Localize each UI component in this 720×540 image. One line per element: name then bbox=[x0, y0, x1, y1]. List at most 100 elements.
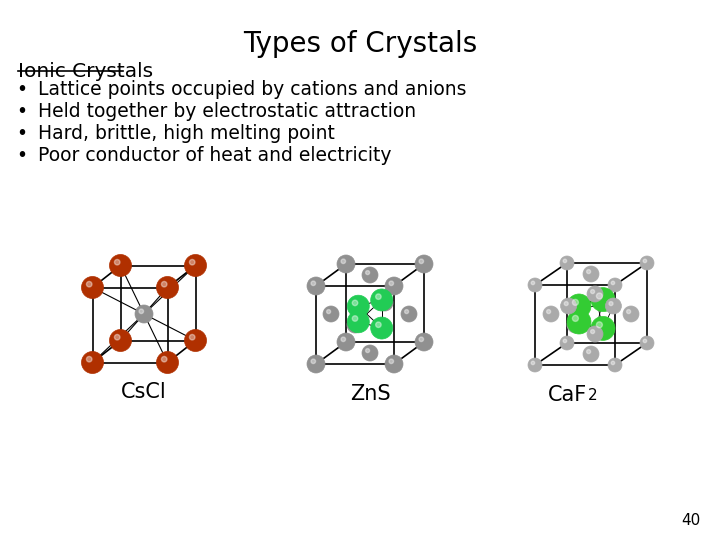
Circle shape bbox=[385, 277, 403, 295]
Circle shape bbox=[371, 317, 392, 339]
Text: •: • bbox=[17, 102, 27, 121]
Text: 2: 2 bbox=[588, 388, 598, 403]
Circle shape bbox=[352, 300, 358, 306]
Circle shape bbox=[546, 309, 551, 314]
Circle shape bbox=[347, 317, 363, 333]
Circle shape bbox=[563, 259, 567, 262]
Circle shape bbox=[567, 294, 591, 318]
Circle shape bbox=[184, 254, 207, 276]
Circle shape bbox=[609, 302, 613, 306]
Circle shape bbox=[590, 289, 595, 294]
Circle shape bbox=[109, 254, 132, 276]
Circle shape bbox=[587, 286, 603, 302]
Circle shape bbox=[583, 266, 599, 282]
Circle shape bbox=[366, 271, 369, 275]
Circle shape bbox=[643, 339, 647, 343]
Circle shape bbox=[567, 310, 591, 334]
Circle shape bbox=[531, 281, 535, 285]
Circle shape bbox=[189, 259, 195, 265]
Circle shape bbox=[531, 361, 535, 365]
Circle shape bbox=[608, 358, 622, 372]
Circle shape bbox=[114, 334, 120, 340]
Circle shape bbox=[572, 299, 578, 306]
Text: Held together by electrostatic attraction: Held together by electrostatic attractio… bbox=[38, 102, 416, 121]
Circle shape bbox=[599, 295, 615, 311]
Circle shape bbox=[596, 293, 603, 299]
Circle shape bbox=[156, 352, 179, 374]
Text: Poor conductor of heat and electricity: Poor conductor of heat and electricity bbox=[38, 146, 392, 165]
Circle shape bbox=[184, 329, 207, 352]
Circle shape bbox=[419, 337, 423, 342]
Circle shape bbox=[611, 281, 615, 285]
Circle shape bbox=[139, 309, 143, 314]
Text: Hard, brittle, high melting point: Hard, brittle, high melting point bbox=[38, 124, 335, 143]
Text: •: • bbox=[17, 80, 27, 99]
Circle shape bbox=[591, 316, 615, 340]
Circle shape bbox=[415, 255, 433, 273]
Circle shape bbox=[543, 306, 559, 322]
Circle shape bbox=[341, 259, 346, 264]
Text: CaF: CaF bbox=[548, 385, 587, 405]
Circle shape bbox=[640, 336, 654, 350]
Circle shape bbox=[351, 321, 355, 325]
Text: 40: 40 bbox=[680, 513, 700, 528]
Circle shape bbox=[603, 299, 606, 302]
Circle shape bbox=[590, 329, 595, 334]
Circle shape bbox=[362, 345, 378, 361]
Circle shape bbox=[591, 288, 615, 312]
Circle shape bbox=[389, 281, 394, 286]
Circle shape bbox=[385, 355, 403, 373]
Circle shape bbox=[81, 352, 104, 374]
Circle shape bbox=[623, 306, 639, 322]
Text: CsCl: CsCl bbox=[121, 382, 167, 402]
Circle shape bbox=[307, 277, 325, 295]
Circle shape bbox=[606, 298, 621, 314]
Text: ZnS: ZnS bbox=[350, 384, 390, 404]
Circle shape bbox=[362, 267, 378, 283]
Circle shape bbox=[337, 255, 355, 273]
Text: Types of Crystals: Types of Crystals bbox=[243, 30, 477, 58]
Circle shape bbox=[560, 256, 574, 270]
Circle shape bbox=[135, 305, 153, 323]
Circle shape bbox=[156, 276, 179, 299]
Circle shape bbox=[419, 259, 423, 264]
Circle shape bbox=[626, 309, 631, 314]
Circle shape bbox=[114, 259, 120, 265]
Circle shape bbox=[587, 326, 603, 342]
Circle shape bbox=[377, 295, 393, 311]
Circle shape bbox=[86, 281, 92, 287]
Circle shape bbox=[81, 276, 104, 299]
Circle shape bbox=[347, 295, 369, 317]
Circle shape bbox=[376, 322, 381, 327]
Text: •: • bbox=[17, 124, 27, 143]
Circle shape bbox=[567, 317, 583, 333]
Circle shape bbox=[571, 321, 575, 325]
Circle shape bbox=[389, 359, 394, 363]
Circle shape bbox=[587, 349, 590, 354]
Circle shape bbox=[572, 315, 578, 321]
Circle shape bbox=[564, 302, 568, 306]
Circle shape bbox=[596, 322, 603, 328]
Circle shape bbox=[311, 359, 315, 363]
Circle shape bbox=[327, 309, 330, 314]
Text: •: • bbox=[17, 146, 27, 165]
Circle shape bbox=[415, 333, 433, 351]
Circle shape bbox=[189, 334, 195, 340]
Circle shape bbox=[307, 355, 325, 373]
Circle shape bbox=[381, 299, 384, 302]
Circle shape bbox=[161, 281, 167, 287]
Circle shape bbox=[528, 358, 542, 372]
Circle shape bbox=[401, 306, 417, 322]
Text: Lattice points occupied by cations and anions: Lattice points occupied by cations and a… bbox=[38, 80, 467, 99]
Circle shape bbox=[528, 278, 542, 292]
Circle shape bbox=[109, 329, 132, 352]
Circle shape bbox=[376, 294, 381, 299]
Circle shape bbox=[366, 349, 369, 353]
Circle shape bbox=[341, 337, 346, 342]
Circle shape bbox=[587, 269, 590, 274]
Circle shape bbox=[405, 309, 409, 314]
Circle shape bbox=[323, 306, 339, 322]
Circle shape bbox=[161, 356, 167, 362]
Circle shape bbox=[583, 346, 599, 362]
Circle shape bbox=[561, 298, 577, 314]
